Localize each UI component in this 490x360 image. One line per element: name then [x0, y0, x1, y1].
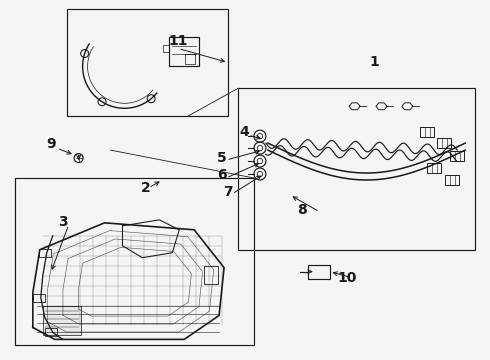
Text: 6: 6	[217, 168, 227, 182]
Bar	[204, 266, 218, 284]
Text: 3: 3	[58, 215, 68, 229]
Text: 8: 8	[297, 203, 307, 217]
Bar	[437, 138, 451, 148]
Bar	[163, 45, 169, 53]
Bar	[308, 265, 330, 279]
Bar	[45, 328, 57, 336]
Text: 2: 2	[141, 181, 150, 195]
Text: 4: 4	[239, 125, 249, 139]
Bar	[33, 293, 45, 302]
Bar	[420, 127, 434, 137]
Bar	[238, 88, 475, 250]
Text: 11: 11	[169, 33, 188, 48]
Bar	[427, 163, 441, 173]
Bar	[185, 54, 195, 64]
Bar	[450, 151, 464, 161]
Bar	[169, 37, 199, 67]
Bar	[445, 175, 459, 185]
Text: 5: 5	[217, 151, 227, 165]
Bar	[67, 9, 228, 116]
Text: 10: 10	[338, 271, 357, 285]
Bar	[15, 178, 254, 345]
Text: 1: 1	[369, 55, 379, 69]
Text: 7: 7	[223, 185, 233, 199]
Text: 9: 9	[46, 137, 55, 151]
Bar	[43, 306, 81, 336]
Bar	[39, 249, 51, 257]
